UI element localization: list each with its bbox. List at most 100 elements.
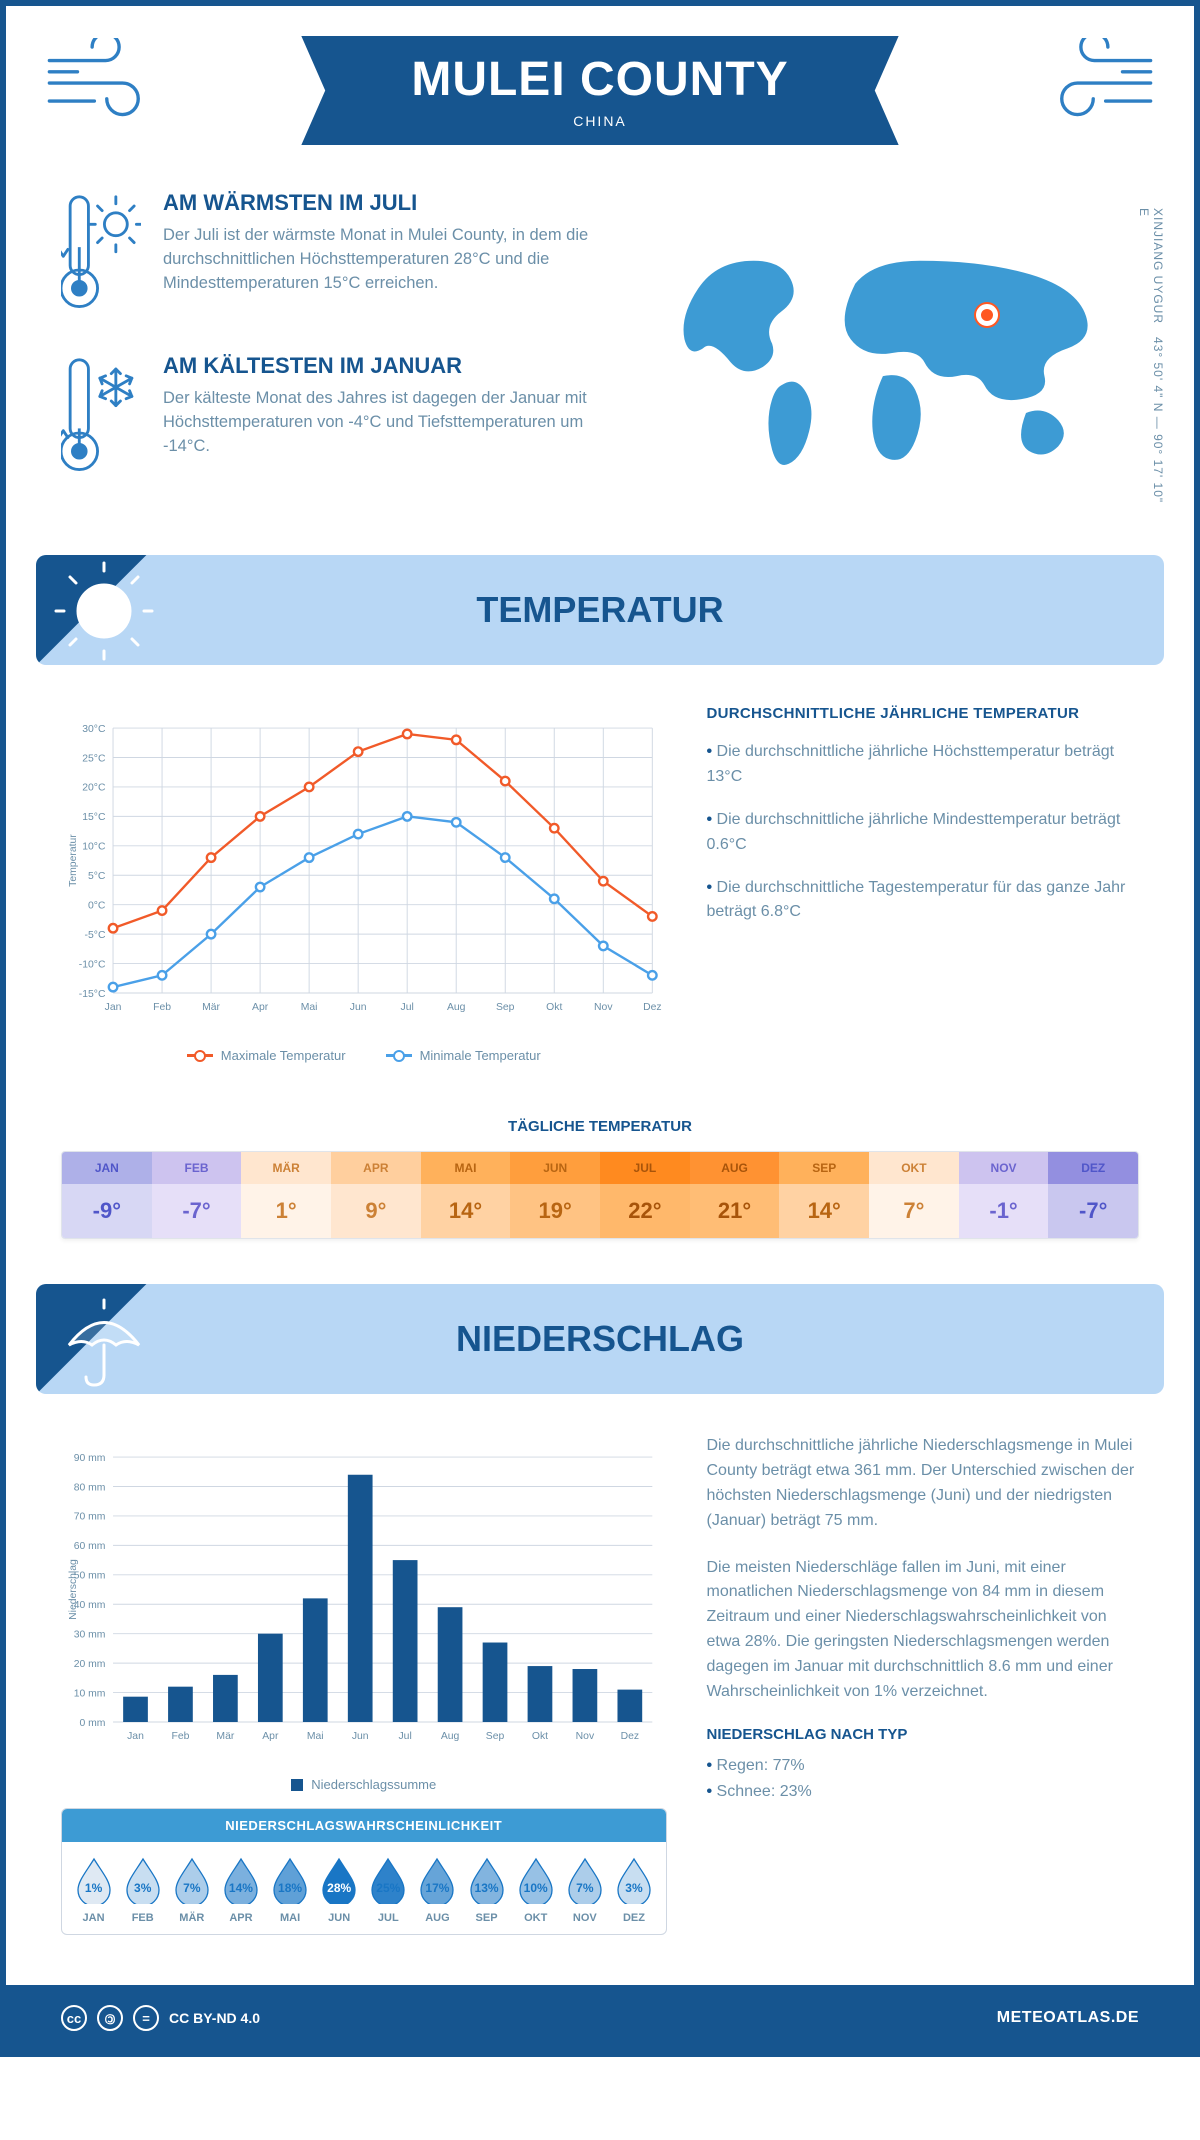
svg-text:30°C: 30°C bbox=[82, 724, 106, 735]
nd-icon: = bbox=[133, 2005, 159, 2031]
precip-legend: Niederschlagssumme bbox=[311, 1777, 436, 1792]
svg-text:-15°C: -15°C bbox=[79, 989, 106, 1000]
svg-text:90 mm: 90 mm bbox=[74, 1453, 106, 1464]
warmest-block: AM WÄRMSTEN IM JULI Der Juli ist der wär… bbox=[61, 190, 605, 321]
license-text: CC BY-ND 4.0 bbox=[169, 2010, 260, 2026]
precip-type-heading: NIEDERSCHLAG NACH TYP bbox=[707, 1726, 1140, 1743]
probability-cell: 14% APR bbox=[217, 1856, 264, 1924]
svg-text:Sep: Sep bbox=[486, 1731, 505, 1742]
raindrop-icon: 7% bbox=[172, 1856, 212, 1904]
header: MULEI COUNTY CHINA bbox=[6, 6, 1194, 180]
svg-text:Aug: Aug bbox=[441, 1731, 460, 1742]
svg-text:Jun: Jun bbox=[352, 1731, 369, 1742]
temp-bullet: Die durchschnittliche Tagestemperatur fü… bbox=[707, 876, 1140, 926]
svg-text:Apr: Apr bbox=[262, 1731, 279, 1742]
svg-text:10°C: 10°C bbox=[82, 842, 106, 853]
probability-cell: 28% JUN bbox=[316, 1856, 363, 1924]
svg-text:Okt: Okt bbox=[532, 1731, 548, 1742]
svg-text:-10°C: -10°C bbox=[79, 960, 106, 971]
by-icon: 🄯 bbox=[97, 2005, 123, 2031]
precip-para-2: Die meisten Niederschläge fallen im Juni… bbox=[707, 1556, 1140, 1705]
temperature-chart: -15°C -10°C -5°C 0°C 5°C 10°C 15°C 20°C 25°C 30°C… bbox=[61, 705, 667, 1063]
month-cell: JUN19° bbox=[510, 1152, 600, 1238]
world-map-block: XINJIANG UYGUR 43° 50' 4" N — 90° 17' 10… bbox=[645, 190, 1139, 515]
svg-text:15°C: 15°C bbox=[82, 813, 106, 824]
month-cell: SEP14° bbox=[779, 1152, 869, 1238]
svg-text:-5°C: -5°C bbox=[85, 930, 106, 941]
probability-cell: 10% OKT bbox=[512, 1856, 559, 1924]
svg-text:Feb: Feb bbox=[171, 1731, 189, 1742]
month-cell: MÄR1° bbox=[241, 1152, 331, 1238]
title-ribbon: MULEI COUNTY CHINA bbox=[301, 36, 898, 145]
probability-cell: 3% DEZ bbox=[610, 1856, 657, 1924]
svg-text:Jul: Jul bbox=[398, 1731, 411, 1742]
precip-para-1: Die durchschnittliche jährliche Niedersc… bbox=[707, 1434, 1140, 1533]
svg-text:10 mm: 10 mm bbox=[74, 1689, 106, 1700]
precip-heading: NIEDERSCHLAG bbox=[36, 1318, 1164, 1360]
svg-text:Niederschlag: Niederschlag bbox=[68, 1559, 79, 1620]
umbrella-icon bbox=[54, 1290, 154, 1390]
precipitation-bar-chart: 0 mm10 mm20 mm30 mm40 mm50 mm60 mm70 mm8… bbox=[61, 1434, 667, 1764]
svg-text:Nov: Nov bbox=[576, 1731, 595, 1742]
precip-body: 0 mm10 mm20 mm30 mm40 mm50 mm60 mm70 mm8… bbox=[6, 1394, 1194, 1955]
month-cell: DEZ-7° bbox=[1048, 1152, 1138, 1238]
svg-text:Sep: Sep bbox=[496, 1002, 515, 1013]
probability-box: NIEDERSCHLAGSWAHRSCHEINLICHKEIT 1% JAN 3… bbox=[61, 1808, 667, 1935]
svg-text:30 mm: 30 mm bbox=[74, 1630, 106, 1641]
precip-left-column: 0 mm10 mm20 mm30 mm40 mm50 mm60 mm70 mm8… bbox=[61, 1434, 667, 1935]
svg-text:70 mm: 70 mm bbox=[74, 1512, 106, 1523]
raindrop-icon: 3% bbox=[123, 1856, 163, 1904]
section-bar-temperature: TEMPERATUR bbox=[36, 555, 1164, 665]
svg-text:Jan: Jan bbox=[127, 1731, 144, 1742]
raindrop-icon: 1% bbox=[74, 1856, 114, 1904]
map-marker-icon bbox=[976, 304, 998, 326]
svg-text:80 mm: 80 mm bbox=[74, 1483, 106, 1494]
chart-legend: Maximale Temperatur Minimale Temperatur bbox=[61, 1048, 667, 1063]
thermometer-snow-icon bbox=[61, 353, 141, 484]
svg-text:0°C: 0°C bbox=[88, 901, 106, 912]
daily-temperature-strip: JAN-9°FEB-7°MÄR1°APR9°MAI14°JUN19°JUL22°… bbox=[61, 1151, 1139, 1239]
temp-bullet: Die durchschnittliche jährliche Mindestt… bbox=[707, 808, 1140, 858]
svg-text:60 mm: 60 mm bbox=[74, 1542, 106, 1553]
svg-text:Jul: Jul bbox=[401, 1002, 414, 1013]
probability-cell: 18% MAI bbox=[267, 1856, 314, 1924]
intro-section: AM WÄRMSTEN IM JULI Der Juli ist der wär… bbox=[6, 180, 1194, 555]
raindrop-icon: 7% bbox=[565, 1856, 605, 1904]
svg-text:20°C: 20°C bbox=[82, 783, 106, 794]
license-block: cc 🄯 = CC BY-ND 4.0 bbox=[61, 2005, 260, 2031]
svg-text:Feb: Feb bbox=[153, 1002, 171, 1013]
coldest-heading: AM KÄLTESTEN IM JANUAR bbox=[163, 353, 605, 379]
country-subtitle: CHINA bbox=[411, 113, 788, 129]
wind-icon bbox=[40, 38, 160, 128]
page-title: MULEI COUNTY bbox=[411, 52, 788, 107]
svg-text:Temperatur: Temperatur bbox=[68, 834, 79, 887]
temperature-sidebar: DURCHSCHNITTLICHE JÄHRLICHE TEMPERATUR D… bbox=[707, 705, 1140, 1063]
intro-text-column: AM WÄRMSTEN IM JULI Der Juli ist der wär… bbox=[61, 190, 605, 515]
svg-text:Apr: Apr bbox=[252, 1002, 269, 1013]
probability-cell: 13% SEP bbox=[463, 1856, 510, 1924]
svg-text:Aug: Aug bbox=[447, 1002, 466, 1013]
month-cell: FEB-7° bbox=[152, 1152, 242, 1238]
raindrop-icon: 14% bbox=[221, 1856, 261, 1904]
section-bar-precip: NIEDERSCHLAG bbox=[36, 1284, 1164, 1394]
svg-text:Jun: Jun bbox=[350, 1002, 367, 1013]
svg-text:Okt: Okt bbox=[546, 1002, 562, 1013]
raindrop-icon: 17% bbox=[417, 1856, 457, 1904]
temp-side-heading: DURCHSCHNITTLICHE JÄHRLICHE TEMPERATUR bbox=[707, 705, 1140, 722]
svg-text:25°C: 25°C bbox=[82, 754, 106, 765]
svg-text:Mai: Mai bbox=[301, 1002, 318, 1013]
temp-bullet: Die durchschnittliche jährliche Höchstte… bbox=[707, 740, 1140, 790]
footer: cc 🄯 = CC BY-ND 4.0 METEOATLAS.DE bbox=[6, 1985, 1194, 2051]
coldest-text: Der kälteste Monat des Jahres ist dagege… bbox=[163, 387, 605, 459]
svg-text:Jan: Jan bbox=[105, 1002, 122, 1013]
svg-text:Dez: Dez bbox=[643, 1002, 661, 1013]
svg-text:Nov: Nov bbox=[594, 1002, 613, 1013]
probability-cell: 1% JAN bbox=[70, 1856, 117, 1924]
precip-type-bullet: Schnee: 23% bbox=[707, 1779, 1140, 1805]
raindrop-icon: 25% bbox=[368, 1856, 408, 1904]
temperature-heading: TEMPERATUR bbox=[36, 589, 1164, 631]
coldest-block: AM KÄLTESTEN IM JANUAR Der kälteste Mona… bbox=[61, 353, 605, 484]
svg-text:5°C: 5°C bbox=[88, 871, 106, 882]
month-cell: AUG21° bbox=[690, 1152, 780, 1238]
month-cell: OKT7° bbox=[869, 1152, 959, 1238]
